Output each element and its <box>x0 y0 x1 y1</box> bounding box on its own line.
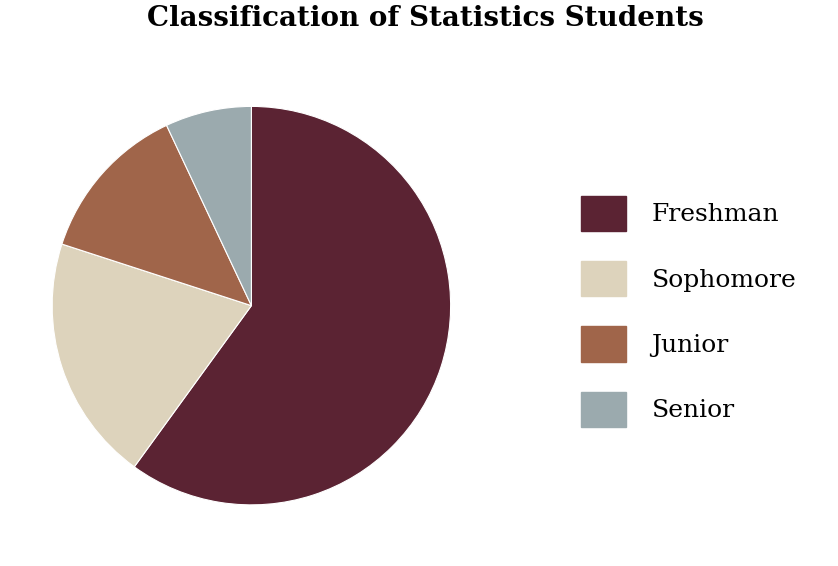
Wedge shape <box>62 126 251 306</box>
Wedge shape <box>134 106 451 505</box>
Title: Classification of Statistics Students: Classification of Statistics Students <box>147 5 704 32</box>
Wedge shape <box>52 244 251 467</box>
Wedge shape <box>167 106 251 306</box>
Legend: Freshman, Sophomore, Junior, Senior: Freshman, Sophomore, Junior, Senior <box>569 183 809 440</box>
